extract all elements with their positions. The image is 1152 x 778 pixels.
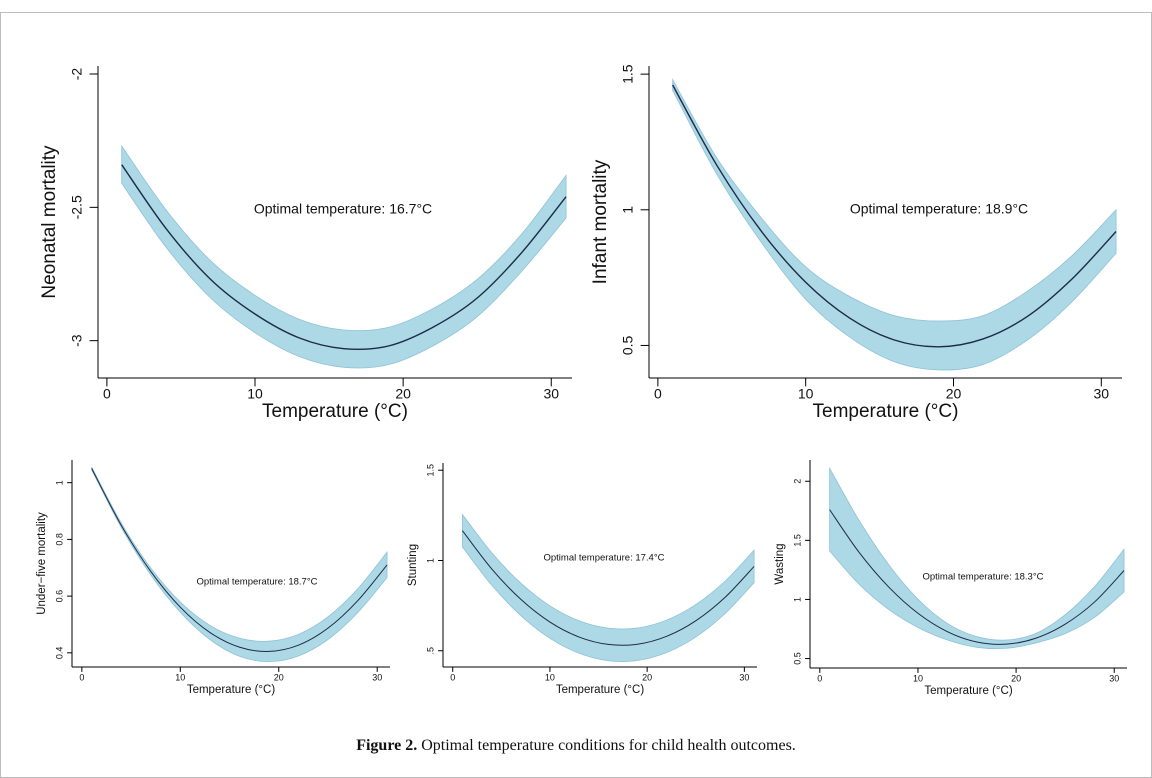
annotation: Optimal temperature: 18.9°C: [850, 201, 1028, 217]
x-tick-label: 20: [395, 386, 411, 402]
x-tick-label: 0: [450, 672, 455, 682]
y-axis-label: Infant mortality: [590, 159, 611, 284]
x-tick-label: 20: [274, 672, 284, 682]
x-axis-label: Temperature (°C): [262, 401, 408, 422]
x-tick-label: 10: [247, 386, 263, 402]
confidence-band: [672, 78, 1117, 371]
x-axis-label: Temperature (°C): [924, 685, 1012, 697]
y-tick-label: 1: [425, 558, 435, 563]
x-tick-label: 30: [1094, 386, 1110, 402]
x-axis-label: Temperature (°C): [556, 684, 644, 696]
fit-line: [91, 468, 388, 652]
x-tick-label: 30: [1109, 673, 1119, 683]
caption: Figure 2. Optimal temperature conditions…: [356, 737, 796, 754]
confidence-band: [121, 144, 567, 369]
y-axis-label: Wasting: [774, 543, 786, 584]
x-tick-label: 30: [543, 386, 559, 402]
x-tick-label: 20: [1011, 673, 1021, 683]
confidence-band: [462, 513, 755, 662]
fit-line: [829, 509, 1125, 645]
x-tick-label: 0: [817, 673, 822, 683]
y-tick-label: 0.8: [54, 533, 64, 546]
y-tick-label: 1.5: [425, 464, 435, 477]
x-tick-label: 10: [175, 672, 185, 682]
y-axis-label: Under−five mortality: [36, 512, 48, 615]
x-tick-label: 10: [798, 386, 814, 402]
y-tick-label: 1: [792, 597, 802, 602]
fit-line: [672, 84, 1117, 348]
x-tick-label: 0: [103, 386, 111, 402]
y-tick-label: 0.5: [792, 652, 802, 665]
y-axis-label: Neonatal mortality: [39, 145, 60, 299]
y-tick-label: -2: [69, 68, 85, 81]
y-axis-label: Stunting: [407, 544, 419, 586]
confidence-band: [91, 466, 388, 663]
x-axis-label: Temperature (°C): [187, 684, 275, 696]
x-tick-label: 0: [654, 386, 662, 402]
y-tick-label: 0.6: [54, 590, 64, 603]
x-tick-label: 20: [946, 386, 962, 402]
y-tick-label: 1: [620, 206, 636, 214]
caption-text: Optimal temperature conditions for child…: [421, 737, 796, 754]
annotation: Optimal temperature: 18.7°C: [196, 577, 317, 588]
x-tick-label: 30: [372, 672, 382, 682]
y-tick-label: 1.5: [792, 534, 802, 547]
y-tick-label: 2: [792, 479, 802, 484]
x-axis-label: Temperature (°C): [813, 401, 959, 422]
y-tick-label: 1.5: [620, 64, 636, 84]
y-tick-label: -3: [69, 334, 85, 347]
y-tick-label: -2.5: [69, 195, 85, 219]
annotation: Optimal temperature: 16.7°C: [254, 201, 432, 217]
fit-line: [121, 164, 567, 351]
x-tick-label: 0: [79, 672, 84, 682]
x-tick-label: 30: [739, 672, 749, 682]
annotation: Optimal temperature: 18.3°C: [922, 572, 1043, 583]
annotation: Optimal temperature: 17.4°C: [543, 553, 664, 564]
y-tick-label: 1: [54, 480, 64, 485]
confidence-band: [829, 466, 1125, 650]
frame: [0, 12, 1152, 778]
y-tick-label: 0.5: [620, 336, 636, 356]
x-tick-label: 20: [642, 672, 652, 682]
x-tick-label: 10: [913, 673, 923, 683]
y-tick-label: .5: [425, 647, 435, 655]
y-tick-label: 0.4: [54, 647, 64, 660]
caption-label: Figure 2.: [356, 737, 417, 754]
fit-line: [462, 530, 755, 646]
x-tick-label: 10: [545, 672, 555, 682]
